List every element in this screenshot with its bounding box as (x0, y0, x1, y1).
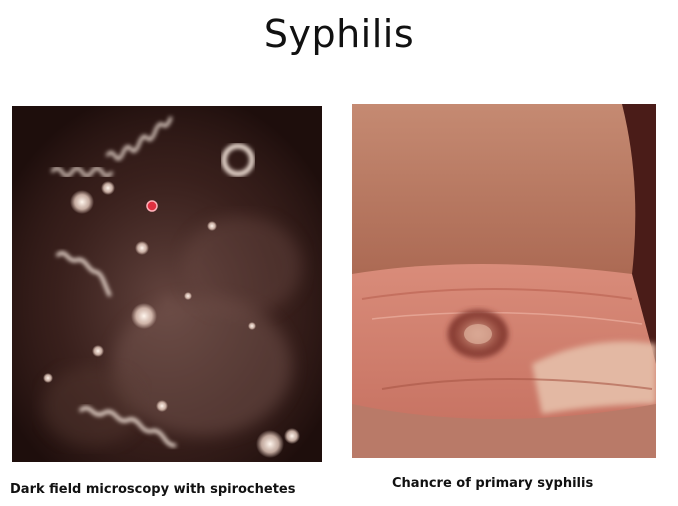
spirochete-3 (55, 251, 112, 297)
spirochete-1 (50, 166, 114, 178)
caption-chancre: Chancre of primary syphilis (392, 476, 594, 491)
dark-field-microscopy-image (12, 106, 322, 462)
slide-title: Syphilis (263, 12, 415, 56)
caption-dark-field: Dark field microscopy with spirochetes (10, 482, 296, 497)
chancre-clinical-image (352, 104, 656, 458)
spirochete-2 (105, 116, 173, 161)
pointer-marker (146, 200, 158, 212)
spirochete-4 (78, 406, 177, 448)
